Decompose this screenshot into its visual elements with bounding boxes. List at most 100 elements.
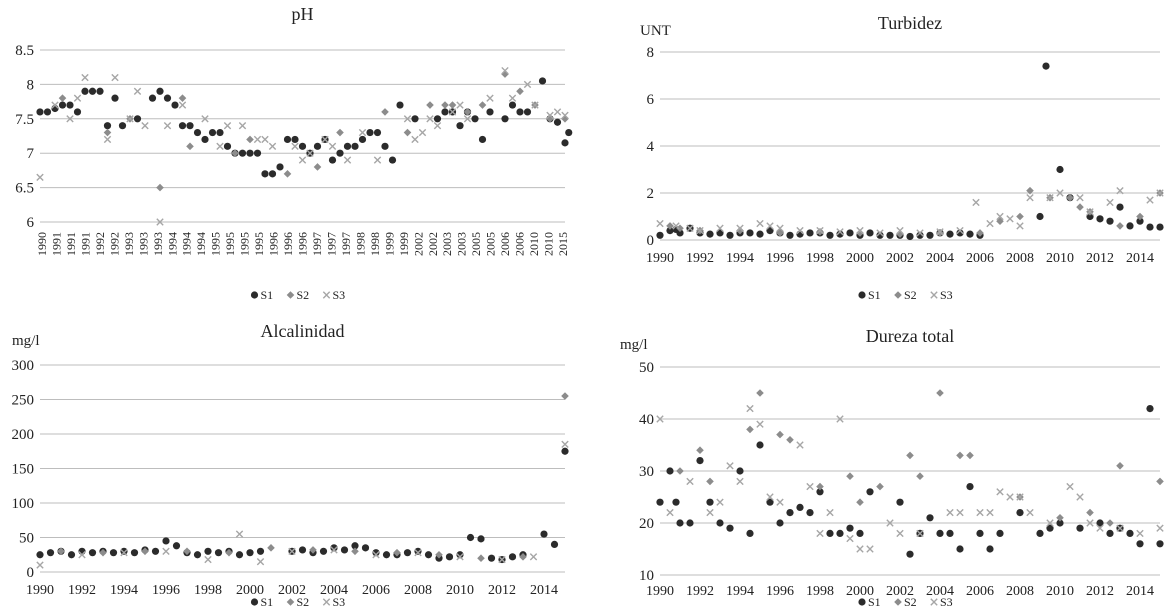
data-point-s3 [686,224,694,232]
data-point-s1 [261,170,269,178]
legend-marker-s2 [286,291,295,299]
x-tick-label: 2002 [426,232,440,256]
data-point-s1 [523,108,532,116]
data-point-s3 [756,420,764,428]
data-point-s1 [366,128,374,137]
data-point-s1 [1036,529,1044,538]
data-point-s1 [1126,529,1134,538]
data-point-s1 [1156,223,1164,231]
data-point-s3 [1046,194,1054,202]
legend-label-s3: S3 [940,288,953,302]
data-point-s1 [246,149,254,157]
series-S3 [36,66,569,226]
data-point-s3 [163,121,172,130]
data-point-s2 [676,467,684,475]
data-point-s1 [268,170,277,178]
data-point-s2 [776,430,784,439]
legend-marker-s2 [894,291,902,299]
data-point-s3 [836,228,844,236]
data-point-s1 [445,553,454,561]
data-point-s2 [896,230,904,238]
x-tick-label: 2010 [446,583,474,598]
data-point-s1 [477,535,485,543]
x-tick-label: 2002 [278,583,306,598]
data-point-s3 [1136,529,1144,538]
data-point-s1 [836,529,844,538]
data-point-s3 [321,135,329,144]
data-point-s3 [78,551,86,559]
data-point-s3 [235,530,244,538]
data-point-s3 [886,519,894,527]
data-point-s1 [796,230,804,238]
data-point-s2 [381,108,389,116]
data-point-s3 [433,121,442,130]
data-point-s2 [478,101,487,109]
data-point-s1 [540,530,548,538]
y-tick-label: 7 [27,146,35,162]
data-point-s3 [372,551,380,559]
x-tick-label: 1994 [726,584,754,599]
data-point-s1 [172,542,181,550]
y-tick-label: 6 [27,215,35,231]
data-point-s2 [426,101,434,109]
data-point-s3 [1026,508,1034,517]
data-point-s1 [666,467,674,475]
data-point-s2 [856,498,864,506]
data-point-s1 [456,122,464,130]
data-point-s3 [956,226,964,235]
series-S1 [36,77,573,178]
chart-panel-2: Turbidez UNT 0 2 4 6 8 1990 1992 1994 1996 1998 2000… [640,13,1164,302]
data-point-s2 [519,553,527,561]
data-point-s1 [73,108,82,116]
legend-marker-s1 [858,291,866,299]
legend-label-s1: S1 [261,288,274,302]
data-point-s1 [766,498,774,506]
x-tick-label: 1997 [310,232,324,256]
data-point-s3 [253,135,262,144]
data-point-s2 [856,229,864,237]
data-point-s3 [448,108,457,116]
data-point-s2 [393,548,401,557]
data-point-s3 [826,508,834,517]
data-point-s2 [225,548,233,557]
data-point-s2 [966,451,974,460]
data-point-s3 [463,115,472,123]
y-tick-label: 200 [12,427,35,443]
data-point-s3 [766,493,774,501]
data-point-s3 [73,94,82,102]
data-point-s1 [676,229,684,237]
data-point-s2 [696,446,704,454]
data-point-s3 [736,477,744,486]
data-point-s1 [456,551,464,559]
data-point-s1 [1056,519,1064,527]
data-point-s3 [936,228,944,236]
x-tick-label: 2010 [527,232,541,256]
data-point-s3 [696,226,704,235]
chart-panel-4: Dureza total mg/l 10 20 30 40 50 1990 1992 1994 19… [620,326,1164,609]
x-tick-label: 1992 [107,232,121,256]
data-point-s1 [253,149,262,157]
x-tick-label: 1998 [353,232,367,256]
data-point-s3 [546,111,554,120]
data-point-s1 [553,118,562,126]
legend-marker-s2 [894,598,902,606]
data-point-s2 [103,128,112,137]
x-tick-label: 2004 [926,251,954,266]
data-point-s1 [466,533,475,542]
x-tick-label: 2006 [966,251,994,266]
data-point-s3 [956,508,964,517]
data-point-s3 [501,66,509,75]
data-point-s1 [846,229,854,237]
data-point-s1 [806,229,814,237]
data-point-s1 [81,87,89,95]
data-point-s1 [672,498,680,506]
y-tick-label: 20 [639,516,654,532]
data-point-s2 [336,128,344,137]
data-point-s3 [343,156,352,164]
chart-title: pH [292,4,314,24]
y-tick-label: 6.5 [15,181,34,197]
data-point-s1 [1146,223,1154,231]
data-point-s1 [836,230,844,238]
data-point-s3 [523,80,532,89]
data-point-s3 [996,488,1004,496]
